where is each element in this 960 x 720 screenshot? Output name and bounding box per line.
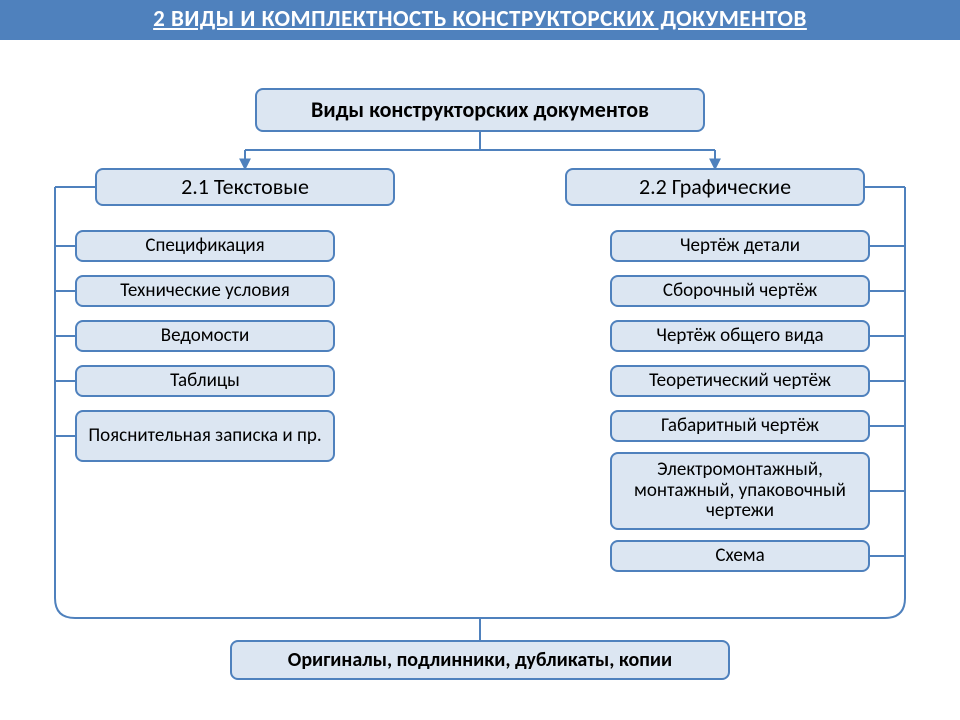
page-title: 2 ВИДЫ И КОМПЛЕКТНОСТЬ КОНСТРУКТОРСКИХ Д…	[0, 0, 960, 40]
node-g0: Чертёж детали	[610, 230, 870, 262]
node-g1: Сборочный чертёж	[610, 275, 870, 307]
node-g5: Электромонтажный, монтажный, упаковочный…	[610, 452, 870, 530]
node-cat_text: 2.1 Текстовые	[95, 168, 395, 206]
node-t4: Пояснительная записка и пр.	[75, 410, 335, 462]
node-g4: Габаритный чертёж	[610, 410, 870, 442]
node-g2: Чертёж общего вида	[610, 320, 870, 352]
node-cat_graph: 2.2 Графические	[565, 168, 865, 206]
node-g3: Теоретический чертёж	[610, 365, 870, 397]
node-t2: Ведомости	[75, 320, 335, 352]
node-g6: Схема	[610, 540, 870, 572]
node-t0: Спецификация	[75, 230, 335, 262]
node-root: Виды конструкторских документов	[255, 88, 705, 132]
node-t3: Таблицы	[75, 365, 335, 397]
node-t1: Технические условия	[75, 275, 335, 307]
node-bottom: Оригиналы, подлинники, дубликаты, копии	[230, 640, 730, 680]
